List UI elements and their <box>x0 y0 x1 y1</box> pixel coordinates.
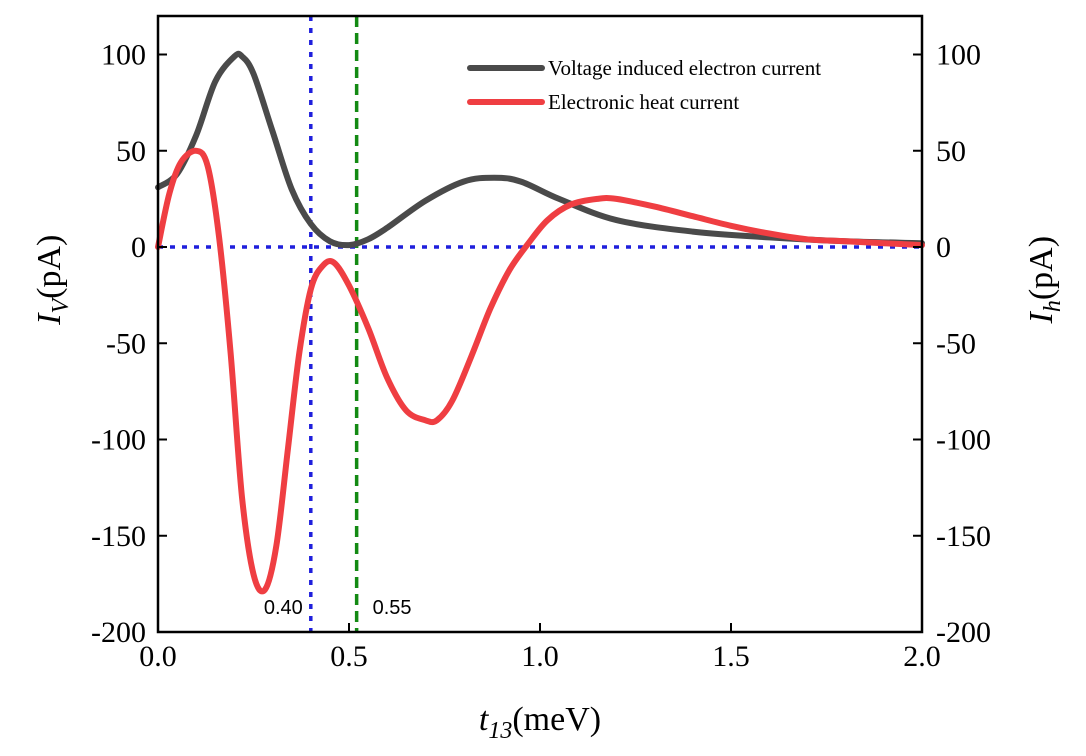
left-y-tick-label: 50 <box>116 135 146 168</box>
legend-label-heat-current: Electronic heat current <box>548 90 739 114</box>
axis-ticks: 0.0 0.5 1.0 1.5 2.0-200 -200-150 -150-100 -100-… <box>91 39 991 674</box>
left-y-axis-title-subscript: V <box>48 296 74 313</box>
left-y-tick-label: -100 <box>91 424 146 457</box>
left-y-tick-label: -200 <box>91 616 146 649</box>
right-y-axis-title-symbol: I <box>1023 310 1060 324</box>
left-y-axis-title-unit: (pA) <box>31 235 68 299</box>
x-tick-label: 0.0 <box>139 640 177 673</box>
x-tick-label: 1.0 <box>521 640 559 673</box>
right-y-axis-title-subscript: h <box>1040 300 1066 312</box>
plot-frame <box>156 14 924 634</box>
left-y-tick-label: 0 <box>131 231 146 264</box>
right-y-tick-label: -100 <box>936 424 991 457</box>
right-y-tick-label: 0 <box>936 231 951 264</box>
right-y-tick-label: -200 <box>936 616 991 649</box>
legend-label-voltage-current: Voltage induced electron current <box>548 56 821 80</box>
left-y-tick-label: 100 <box>101 39 146 72</box>
right-y-tick-label: 100 <box>936 39 981 72</box>
left-y-tick-label: -150 <box>91 520 146 553</box>
right-y-axis-title-unit: (pA) <box>1023 236 1060 300</box>
legend: Voltage induced electron current Electro… <box>467 56 821 114</box>
right-y-tick-label: -50 <box>936 327 976 360</box>
right-y-axis-title: Ih(pA) <box>1023 236 1066 325</box>
series-lines <box>155 50 925 595</box>
reference-lines <box>158 16 922 632</box>
annotation-label-0-55: 0.55 <box>373 597 412 619</box>
right-y-tick-label: 50 <box>936 135 966 168</box>
x-tick-label: 2.0 <box>903 640 941 673</box>
annotation-label-0-40: 0.40 <box>264 597 303 619</box>
x-tick-label: 1.5 <box>712 640 750 673</box>
series-voltage-induced-electron-current <box>155 50 925 249</box>
series-electronic-heat-current <box>155 147 925 595</box>
x-axis-title-subscript: 13 <box>488 718 512 744</box>
left-y-axis-title-symbol: I <box>31 312 68 326</box>
right-y-tick-label: -150 <box>936 520 991 553</box>
x-axis-title-symbol: t <box>479 701 490 738</box>
left-y-tick-label: -50 <box>106 327 146 360</box>
x-tick-label: 0.5 <box>330 640 368 673</box>
left-y-axis-title: IV(pA) <box>31 235 74 326</box>
x-axis-title-unit: (meV) <box>512 701 601 738</box>
x-axis-title: t13(meV) <box>479 701 601 744</box>
